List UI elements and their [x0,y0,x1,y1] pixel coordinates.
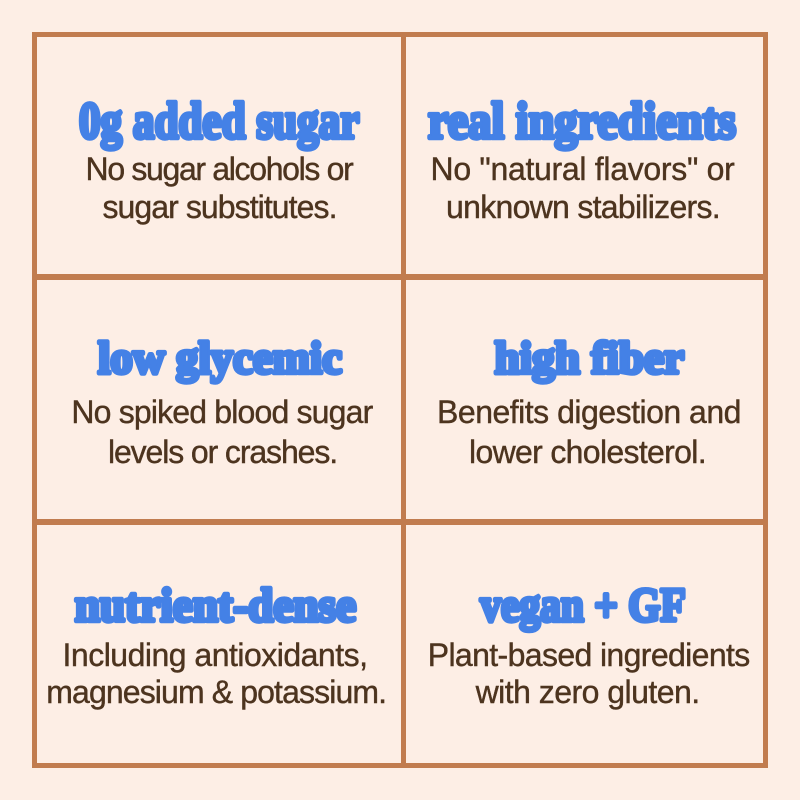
svg-text:nutrient-dense: nutrient-dense [75,579,357,632]
svg-text:vegan + GF: vegan + GF [480,579,686,632]
svg-text:low glycemic: low glycemic [98,332,342,383]
svg-text:0g added sugar: 0g added sugar [79,93,360,150]
svg-text:high fiber: high fiber [495,332,685,383]
svg-text:real ingredients: real ingredients [428,93,736,150]
